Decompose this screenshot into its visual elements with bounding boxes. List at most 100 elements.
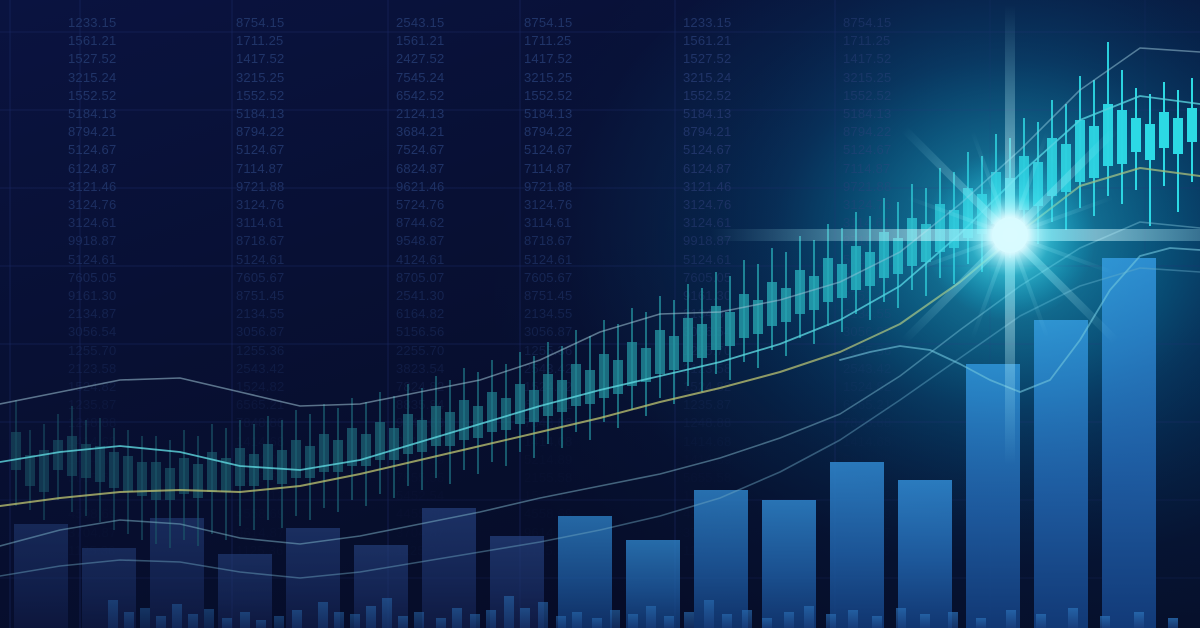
mini-volume-bar xyxy=(436,618,446,628)
candle-body xyxy=(655,330,665,374)
candlestick xyxy=(221,428,231,540)
candlestick xyxy=(95,418,105,522)
candlestick xyxy=(11,400,21,506)
candle-body xyxy=(571,364,581,406)
candle-body xyxy=(501,398,511,430)
mini-volume-bar xyxy=(1134,612,1144,628)
candle-body xyxy=(123,456,133,492)
mini-volume-bar xyxy=(1100,616,1110,628)
mini-volume-bar xyxy=(240,612,250,628)
candle-body xyxy=(291,440,301,478)
mini-volume-bar xyxy=(366,606,376,628)
mini-volume-bar xyxy=(664,616,674,628)
mini-volume-bars xyxy=(108,596,1178,628)
candlestick xyxy=(515,352,525,452)
mini-volume-bar xyxy=(784,612,794,628)
mini-volume-bar xyxy=(172,604,182,628)
candlestick xyxy=(697,288,707,392)
candle-body xyxy=(711,306,721,350)
candle-body xyxy=(67,436,77,476)
mini-volume-bar xyxy=(976,618,986,628)
candle-body xyxy=(53,440,63,470)
volume-bar xyxy=(558,516,612,628)
candlestick xyxy=(249,424,259,530)
candle-body xyxy=(613,360,623,394)
candle-body xyxy=(473,406,483,438)
candlestick xyxy=(207,424,217,534)
candlestick xyxy=(137,436,147,540)
candle-body xyxy=(375,422,385,460)
candlestick xyxy=(417,388,427,490)
candle-body xyxy=(697,324,707,358)
mini-volume-bar xyxy=(124,612,134,628)
candle-body xyxy=(263,444,273,480)
candle-body xyxy=(11,432,21,470)
volume-bar xyxy=(694,490,748,628)
mini-volume-bar xyxy=(872,616,882,628)
candle-body xyxy=(627,342,637,386)
candlestick xyxy=(599,320,609,422)
candle-body xyxy=(165,468,175,500)
candle-body xyxy=(585,370,595,404)
candle-body xyxy=(403,414,413,454)
candle-body xyxy=(431,406,441,446)
candle-body xyxy=(543,374,553,416)
mini-volume-bar xyxy=(204,609,214,628)
candlestick xyxy=(53,414,63,500)
mini-volume-bar xyxy=(704,600,714,628)
candle-body xyxy=(683,318,693,362)
mini-volume-bar xyxy=(256,620,266,628)
candle-body xyxy=(333,440,343,472)
candle-body xyxy=(669,336,679,370)
mini-volume-bar xyxy=(572,612,582,628)
candlestick xyxy=(361,402,371,506)
candle-body xyxy=(151,462,161,500)
candlestick xyxy=(543,342,553,444)
mini-volume-bar xyxy=(848,610,858,628)
candle-body xyxy=(221,458,231,492)
mini-volume-bar xyxy=(188,614,198,628)
volume-bar xyxy=(422,508,476,628)
candle-body xyxy=(109,452,119,488)
candle-body xyxy=(193,464,203,498)
candlestick xyxy=(179,430,189,540)
mini-volume-bar xyxy=(804,606,814,628)
candlestick xyxy=(305,414,315,520)
candle-body xyxy=(179,458,189,494)
mini-volume-bar xyxy=(334,612,344,628)
mini-volume-bar xyxy=(486,610,496,628)
candle-body xyxy=(81,444,91,478)
candle-body xyxy=(235,448,245,486)
candlestick xyxy=(403,384,413,486)
candlestick xyxy=(431,376,441,478)
volume-bar xyxy=(14,524,68,628)
candle-body xyxy=(515,384,525,424)
candle-body xyxy=(487,392,497,432)
candlestick xyxy=(25,430,35,510)
candle-body xyxy=(249,454,259,486)
mini-volume-bar xyxy=(722,614,732,628)
volume-bar xyxy=(354,545,408,628)
candlestick xyxy=(165,440,175,548)
mini-volume-bar xyxy=(1068,608,1078,628)
candle-body xyxy=(445,412,455,446)
candle-body xyxy=(599,354,609,398)
candle-body xyxy=(347,428,357,466)
candlestick xyxy=(109,428,119,530)
candlestick xyxy=(333,408,343,512)
mini-volume-bar xyxy=(610,610,620,628)
candlestick xyxy=(655,296,665,398)
mini-volume-bar xyxy=(762,618,772,628)
candlestick xyxy=(291,410,301,516)
mini-volume-bar xyxy=(592,618,602,628)
candlestick xyxy=(487,360,497,462)
candle-body xyxy=(361,434,371,466)
mini-volume-bar xyxy=(896,608,906,628)
starburst-glow-icon xyxy=(710,0,1200,535)
mini-volume-bar xyxy=(274,616,284,628)
candlestick xyxy=(67,406,77,512)
candlestick xyxy=(375,392,385,494)
candle-body xyxy=(277,450,287,484)
candle-body xyxy=(529,390,539,422)
